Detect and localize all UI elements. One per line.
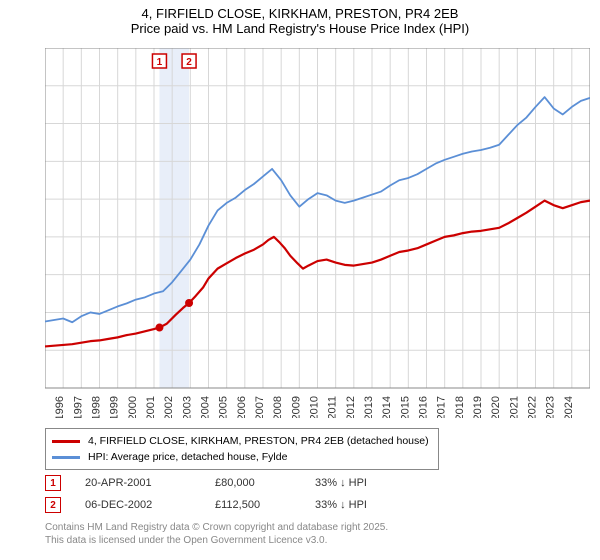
sale-price-1: £80,000	[215, 477, 315, 489]
svg-text:2010: 2010	[309, 396, 321, 418]
svg-text:2016: 2016	[418, 396, 430, 418]
legend-row-1: 4, FIRFIELD CLOSE, KIRKHAM, PRESTON, PR4…	[52, 433, 432, 449]
sale-row-2: 2 06-DEC-2002 £112,500 33% ↓ HPI	[45, 494, 415, 516]
svg-text:2019: 2019	[472, 396, 484, 418]
svg-text:2022: 2022	[527, 396, 539, 418]
svg-text:2017: 2017	[436, 396, 448, 418]
sale-row-1: 1 20-APR-2001 £80,000 33% ↓ HPI	[45, 472, 415, 494]
title-block: 4, FIRFIELD CLOSE, KIRKHAM, PRESTON, PR4…	[0, 0, 600, 36]
svg-text:2001: 2001	[145, 396, 157, 418]
title-line-2: Price paid vs. HM Land Registry's House …	[0, 21, 600, 36]
svg-text:2009: 2009	[290, 396, 302, 418]
chart-container: 4, FIRFIELD CLOSE, KIRKHAM, PRESTON, PR4…	[0, 0, 600, 560]
sale-diff-2: 33% ↓ HPI	[315, 499, 415, 511]
chart-area: £0£50K£100K£150K£200K£250K£300K£350K£400…	[45, 48, 590, 418]
svg-text:2014: 2014	[381, 396, 393, 418]
sale-marker-2-num: 2	[50, 500, 56, 511]
svg-text:2024: 2024	[563, 396, 575, 418]
sale-marker-1-num: 1	[50, 478, 56, 489]
sale-date-1: 20-APR-2001	[85, 477, 215, 489]
svg-text:1995: 1995	[45, 396, 48, 418]
sale-diff-1: 33% ↓ HPI	[315, 477, 415, 489]
legend-swatch-1	[52, 440, 80, 443]
svg-text:2013: 2013	[363, 396, 375, 418]
svg-text:1998: 1998	[91, 396, 103, 418]
svg-text:2004: 2004	[200, 396, 212, 418]
svg-text:2006: 2006	[236, 396, 248, 418]
svg-text:2023: 2023	[545, 396, 557, 418]
svg-text:2003: 2003	[181, 396, 193, 418]
svg-text:2005: 2005	[218, 396, 230, 418]
svg-text:2002: 2002	[163, 396, 175, 418]
footer-line-1: Contains HM Land Registry data © Crown c…	[45, 522, 388, 535]
svg-text:2012: 2012	[345, 396, 357, 418]
legend-label-2: HPI: Average price, detached house, Fyld…	[88, 451, 287, 463]
svg-text:1999: 1999	[109, 396, 121, 418]
svg-text:2: 2	[186, 57, 192, 68]
sales-table: 1 20-APR-2001 £80,000 33% ↓ HPI 2 06-DEC…	[45, 472, 415, 516]
title-line-1: 4, FIRFIELD CLOSE, KIRKHAM, PRESTON, PR4…	[0, 6, 600, 21]
svg-text:2007: 2007	[254, 396, 266, 418]
footer-line-2: This data is licensed under the Open Gov…	[45, 535, 388, 548]
sale-price-2: £112,500	[215, 499, 315, 511]
svg-text:2020: 2020	[490, 396, 502, 418]
legend-row-2: HPI: Average price, detached house, Fyld…	[52, 449, 432, 465]
sale-date-2: 06-DEC-2002	[85, 499, 215, 511]
svg-text:2021: 2021	[508, 396, 520, 418]
svg-text:2011: 2011	[327, 396, 339, 418]
footer-note: Contains HM Land Registry data © Crown c…	[45, 522, 388, 547]
legend-swatch-2	[52, 456, 80, 459]
chart-svg: £0£50K£100K£150K£200K£250K£300K£350K£400…	[45, 48, 590, 418]
sale-marker-1: 1	[45, 475, 61, 491]
legend-label-1: 4, FIRFIELD CLOSE, KIRKHAM, PRESTON, PR4…	[88, 435, 429, 447]
legend-box: 4, FIRFIELD CLOSE, KIRKHAM, PRESTON, PR4…	[45, 428, 439, 470]
svg-text:1996: 1996	[54, 396, 66, 418]
svg-text:2015: 2015	[399, 396, 411, 418]
svg-text:2008: 2008	[272, 396, 284, 418]
svg-text:2000: 2000	[127, 396, 139, 418]
sale-marker-2: 2	[45, 497, 61, 513]
svg-text:2018: 2018	[454, 396, 466, 418]
svg-text:1: 1	[157, 57, 163, 68]
svg-text:1997: 1997	[72, 396, 84, 418]
